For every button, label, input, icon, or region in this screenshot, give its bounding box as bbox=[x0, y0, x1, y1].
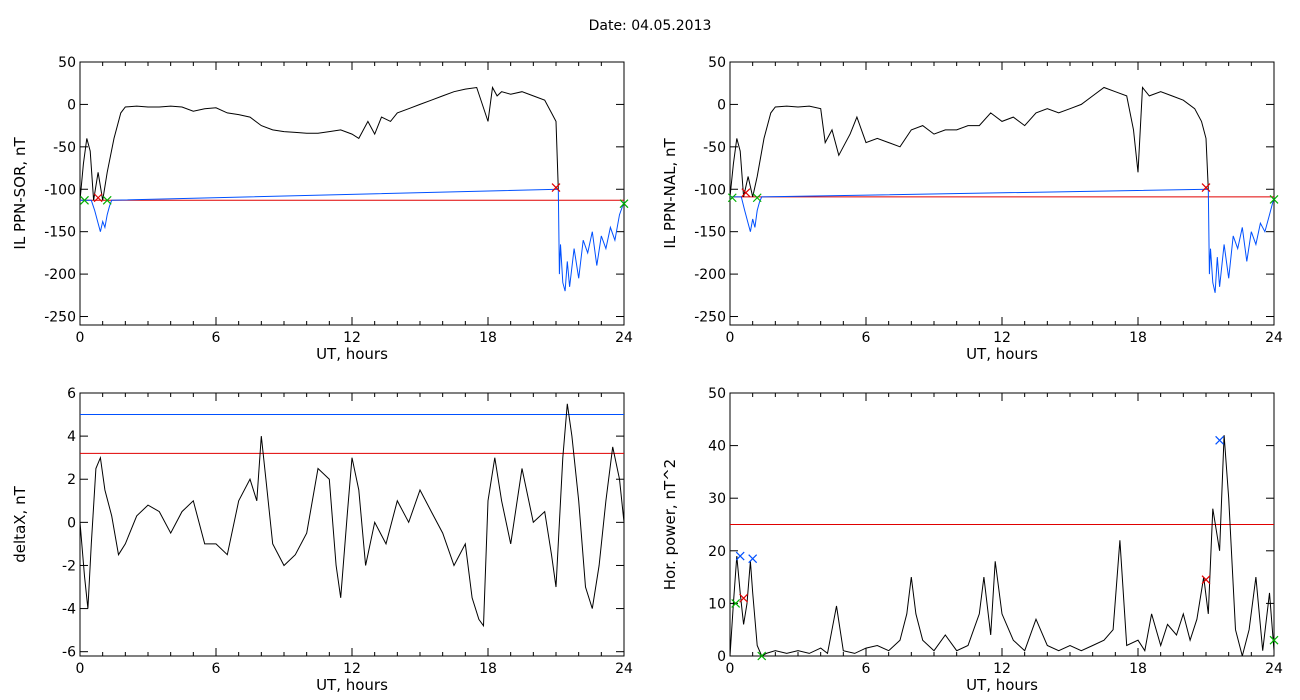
y-tick-label: -150 bbox=[44, 225, 76, 241]
marker-green bbox=[619, 199, 629, 209]
x-tick-label: 6 bbox=[862, 330, 871, 346]
marker-green bbox=[731, 598, 741, 608]
marker-blue bbox=[1215, 435, 1225, 445]
y-tick-label: 0 bbox=[67, 97, 76, 113]
y-tick-label: -100 bbox=[44, 182, 76, 198]
x-axis-title: UT, hours bbox=[966, 345, 1038, 363]
x-tick-label: 24 bbox=[615, 330, 633, 346]
series-line-black bbox=[80, 85, 559, 201]
y-tick-label: 10 bbox=[708, 596, 726, 612]
series-line-black bbox=[730, 435, 1274, 656]
x-axis-title: UT, hours bbox=[316, 676, 388, 694]
y-tick-label: -4 bbox=[62, 602, 76, 618]
y-tick-label: -250 bbox=[694, 310, 726, 326]
x-tick-label: 18 bbox=[479, 330, 497, 346]
y-tick-label: -50 bbox=[703, 140, 726, 156]
series-line-blue bbox=[80, 188, 624, 292]
y-tick-label: 2 bbox=[67, 472, 76, 488]
y-tick-label: 40 bbox=[708, 439, 726, 455]
x-tick-label: 18 bbox=[1129, 330, 1147, 346]
marker-red bbox=[551, 183, 561, 192]
marker-green bbox=[102, 195, 112, 205]
y-tick-label: -200 bbox=[44, 267, 76, 283]
x-tick-label: 6 bbox=[212, 330, 221, 346]
y-tick-label: 50 bbox=[708, 386, 726, 402]
plot-frame bbox=[79, 61, 625, 326]
x-tick-label: 12 bbox=[343, 330, 361, 346]
y-tick-label: 50 bbox=[58, 55, 76, 71]
page-title: Date: 04.05.2013 bbox=[588, 18, 712, 34]
x-tick-label: 0 bbox=[726, 661, 735, 677]
y-axis-title: IL PPN-SOR, nT bbox=[11, 137, 29, 250]
x-tick-label: 12 bbox=[993, 330, 1011, 346]
marker-red bbox=[1201, 575, 1211, 585]
x-tick-label: 18 bbox=[479, 661, 497, 677]
x-axis-title: UT, hours bbox=[966, 676, 1038, 694]
series-line-black bbox=[80, 403, 624, 628]
series-line-blue bbox=[730, 188, 1274, 293]
y-tick-label: 30 bbox=[708, 491, 726, 507]
x-tick-label: 0 bbox=[76, 330, 85, 346]
x-tick-label: 18 bbox=[1129, 661, 1147, 677]
y-tick-label: -150 bbox=[694, 225, 726, 241]
x-tick-label: 24 bbox=[1265, 661, 1283, 677]
marker-red bbox=[741, 188, 751, 198]
x-tick-label: 12 bbox=[343, 661, 361, 677]
y-axis-title: Hor. power, nT^2 bbox=[661, 459, 679, 590]
marker-blue bbox=[735, 551, 745, 561]
y-axis-title: IL PPN-NAL, nT bbox=[661, 138, 679, 249]
y-tick-label: -2 bbox=[62, 558, 76, 574]
y-tick-label: 0 bbox=[717, 97, 726, 113]
x-tick-label: 0 bbox=[726, 330, 735, 346]
chart-4: 0 6 12 18 24 0 10 20 30 40 50 UT, hours Hor. power, … bbox=[661, 386, 1283, 694]
x-axis-title: UT, hours bbox=[316, 345, 388, 363]
marker-red bbox=[739, 593, 749, 603]
y-tick-label: -100 bbox=[694, 182, 726, 198]
y-tick-label: 50 bbox=[708, 55, 726, 71]
x-tick-label: 24 bbox=[1265, 330, 1283, 346]
marker-green bbox=[727, 193, 737, 203]
chart-1: 0 6 12 18 24 -250 -200 -150 -100 -50 0 50 UT, hours I… bbox=[11, 55, 633, 363]
marker-green bbox=[752, 193, 762, 203]
x-tick-label: 6 bbox=[212, 661, 221, 677]
y-tick-label: -250 bbox=[44, 310, 76, 326]
y-tick-label: 20 bbox=[708, 544, 726, 560]
y-tick-label: 0 bbox=[717, 649, 726, 665]
series-line-black bbox=[730, 86, 1209, 198]
plot-frame bbox=[79, 392, 625, 657]
x-tick-label: 12 bbox=[993, 661, 1011, 677]
y-tick-label: -50 bbox=[53, 140, 76, 156]
marker-blue bbox=[748, 554, 758, 564]
plot-frame bbox=[729, 61, 1275, 326]
y-tick-label: 0 bbox=[67, 515, 76, 531]
x-tick-label: 24 bbox=[615, 661, 633, 677]
marker-red bbox=[93, 193, 103, 203]
y-tick-label: -200 bbox=[694, 267, 726, 283]
y-tick-label: 4 bbox=[67, 429, 76, 445]
y-axis-title: deltaX, nT bbox=[11, 485, 29, 562]
marker-green bbox=[1269, 635, 1279, 645]
marker-green bbox=[80, 195, 89, 205]
y-tick-label: -6 bbox=[62, 645, 76, 661]
x-tick-label: 0 bbox=[76, 661, 85, 677]
marker-green bbox=[757, 651, 767, 661]
x-tick-label: 6 bbox=[862, 661, 871, 677]
y-tick-label: 6 bbox=[67, 386, 76, 402]
marker-red bbox=[1201, 183, 1211, 192]
chart-2: 0 6 12 18 24 -250 -200 -150 -100 -50 0 50 UT, hours I… bbox=[661, 55, 1283, 363]
marker-green bbox=[1269, 195, 1279, 204]
